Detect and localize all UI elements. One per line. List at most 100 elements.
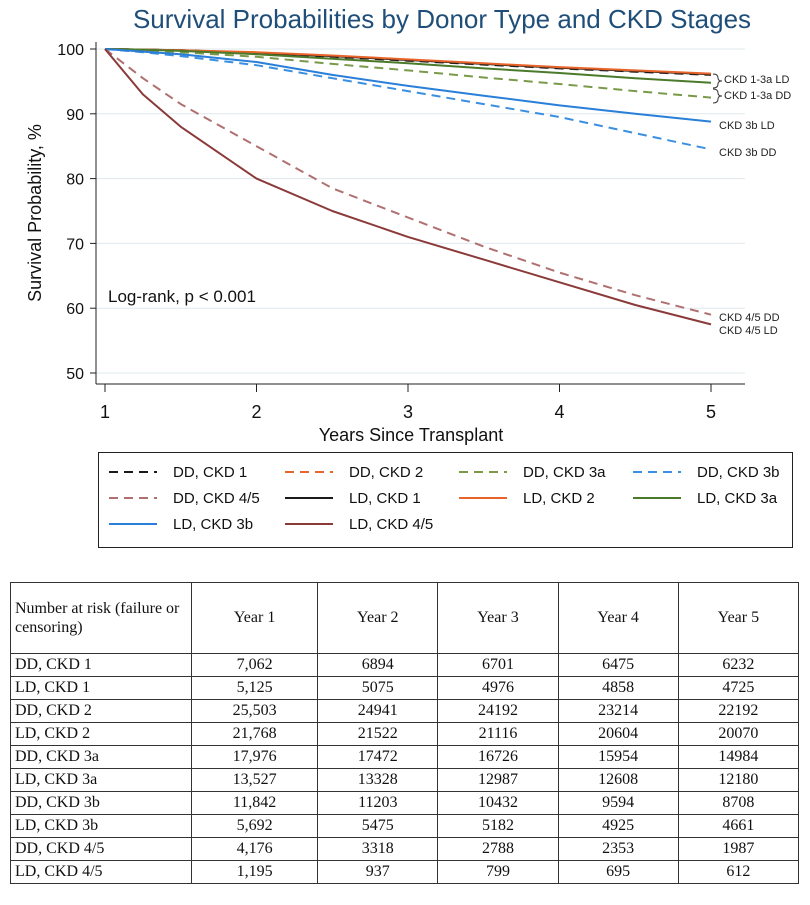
legend-swatch (633, 497, 681, 499)
legend-swatch (285, 523, 333, 525)
end-label: CKD 1-3a LD (724, 74, 789, 86)
chart-legend: DD, CKD 1 DD, CKD 2 DD, CKD 3a DD, CKD 3b DD… (98, 452, 793, 548)
y-tick-label: 50 (66, 366, 84, 383)
table-row: LD, CKD 2 21,768 21522 21116 20604 20070 (10, 722, 800, 746)
number-at-risk-table: Number at risk (failure or censoring) Yea… (10, 582, 800, 884)
table-cell: 13,527 (190, 768, 319, 792)
x-tick-label: 1 (100, 402, 110, 422)
table-cell: 17,976 (190, 745, 319, 769)
chart-title: Survival Probabilities by Donor Type and… (133, 4, 751, 34)
legend-label: LD, CKD 1 (349, 489, 421, 507)
table-cell: 21,768 (190, 722, 319, 746)
table-cell: 4,176 (190, 837, 319, 861)
x-tick-label: 4 (554, 402, 564, 422)
legend-label: DD, CKD 3b (697, 463, 780, 481)
table-cell: 21116 (437, 722, 559, 746)
table-row: DD, CKD 1 7,062 6894 6701 6475 6232 (10, 653, 800, 677)
legend-item: LD, CKD 1 (283, 487, 421, 509)
row-label: LD, CKD 2 (10, 722, 192, 746)
gridlines (96, 48, 745, 374)
table-cell: 2788 (437, 837, 559, 861)
row-label: LD, CKD 3a (10, 768, 192, 792)
legend-item: DD, CKD 2 (283, 461, 423, 483)
table-cell: 6894 (317, 653, 439, 677)
x-tick-label: 3 (403, 402, 413, 422)
y-tick-label: 60 (66, 301, 84, 318)
row-label: LD, CKD 3b (10, 814, 192, 838)
table-cell: 5475 (317, 814, 439, 838)
table-cell: 937 (317, 860, 439, 884)
table-cell: 11203 (317, 791, 439, 815)
table-cell: 5075 (317, 676, 439, 700)
end-label: CKD 4/5 LD (719, 325, 778, 337)
end-labels: CKD 1-3a LD CKD 1-3a DD CKD 3b LD CKD 3b DD… (712, 73, 791, 337)
table-cell: 13328 (317, 768, 439, 792)
table-cell: 25,503 (190, 699, 319, 723)
table-row: LD, CKD 3b 5,692 5475 5182 4925 4661 (10, 814, 800, 838)
table-cell: 612 (677, 860, 800, 884)
table-header-row: Number at risk (failure or censoring) Yea… (10, 582, 800, 654)
row-label: DD, CKD 2 (10, 699, 192, 723)
table-cell: 6232 (677, 653, 800, 677)
legend-label: LD, CKD 4/5 (349, 515, 434, 533)
table-cell: 4858 (557, 676, 679, 700)
legend-swatch (285, 471, 333, 473)
table-row: LD, CKD 3a 13,527 13328 12987 12608 12180 (10, 768, 800, 792)
axes: 50 60 70 80 90 100 1 2 3 4 5 (57, 42, 745, 422)
table-cell: 1,195 (190, 860, 319, 884)
y-axis-label: Survival Probability, % (25, 124, 45, 302)
table-row: LD, CKD 1 5,125 5075 4976 4858 4725 (10, 676, 800, 700)
table-cell: 15954 (557, 745, 679, 769)
x-axis-label: Years Since Transplant (319, 425, 503, 445)
y-tick-label: 90 (66, 107, 84, 124)
y-tick-label: 80 (66, 172, 84, 189)
end-label: CKD 4/5 DD (719, 312, 780, 324)
table-cell: 20070 (677, 722, 800, 746)
legend-swatch (459, 471, 507, 473)
table-row-header: Number at risk (failure or censoring) (10, 582, 192, 654)
table-cell: 6701 (437, 653, 559, 677)
table-cell: 22192 (677, 699, 800, 723)
row-label: LD, CKD 1 (10, 676, 192, 700)
legend-label: DD, CKD 4/5 (173, 489, 260, 507)
y-tick-label: 100 (57, 42, 84, 59)
legend-swatch (109, 471, 157, 473)
row-label: LD, CKD 4/5 (10, 860, 192, 884)
table-cell: 10432 (437, 791, 559, 815)
legend-item: DD, CKD 4/5 (107, 487, 260, 509)
end-label: CKD 3b LD (719, 120, 775, 132)
table-row: LD, CKD 4/5 1,195 937 799 695 612 (10, 860, 800, 884)
legend-item: DD, CKD 3a (457, 461, 606, 483)
survival-chart: Survival Probabilities by Donor Type and… (25, 4, 791, 445)
table-cell: 9594 (557, 791, 679, 815)
table-row: DD, CKD 4/5 4,176 3318 2788 2353 1987 (10, 837, 800, 861)
x-tick-label: 5 (706, 402, 716, 422)
table-cell: 12180 (677, 768, 800, 792)
series-line-ld-ckd-3b (104, 48, 712, 123)
end-label: CKD 1-3a DD (724, 90, 791, 102)
series-line-ld-ckd-3a (104, 48, 712, 84)
end-label: CKD 3b DD (719, 147, 777, 159)
legend-label: DD, CKD 1 (173, 463, 248, 481)
table-cell: 12608 (557, 768, 679, 792)
table-row: DD, CKD 3b 11,842 11203 10432 9594 8708 (10, 791, 800, 815)
legend-label: LD, CKD 3a (697, 489, 778, 507)
table-cell: 24192 (437, 699, 559, 723)
table-cell: 24941 (317, 699, 439, 723)
table-column-header: Year 2 (317, 582, 439, 654)
legend-label: DD, CKD 3a (523, 463, 606, 481)
table-cell: 4725 (677, 676, 800, 700)
table-cell: 14984 (677, 745, 800, 769)
table-cell: 695 (557, 860, 679, 884)
table-cell: 2353 (557, 837, 679, 861)
table-column-header: Year 4 (557, 582, 679, 654)
brace-dd (712, 88, 723, 104)
table-cell: 21522 (317, 722, 439, 746)
table-cell: 4976 (437, 676, 559, 700)
table-column-header: Year 5 (677, 582, 800, 654)
legend-item: LD, CKD 3b (107, 513, 253, 535)
brace-ld (712, 73, 723, 89)
series-lines (104, 48, 712, 326)
table-column-header: Year 1 (190, 582, 319, 654)
row-label: DD, CKD 4/5 (10, 837, 192, 861)
